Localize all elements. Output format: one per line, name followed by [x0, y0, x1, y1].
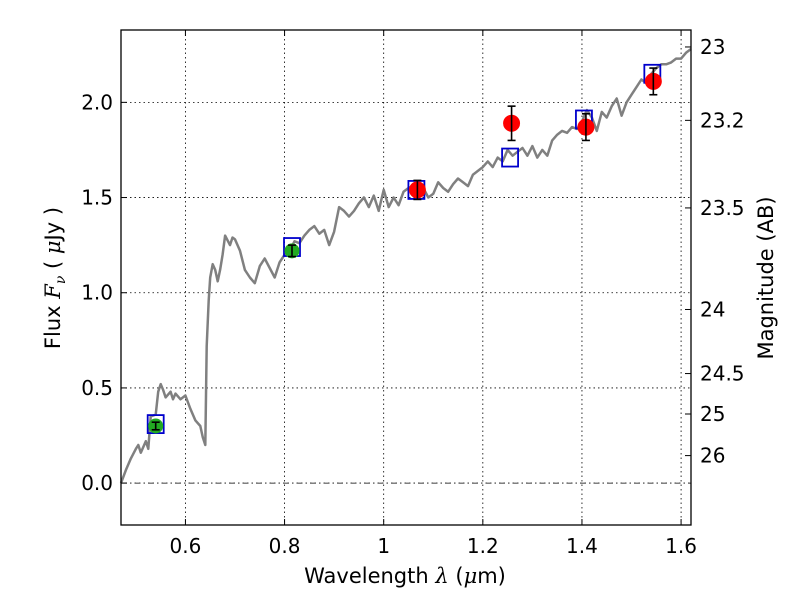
magnitude-tick-label: 24 [700, 297, 725, 321]
grid-lines [121, 30, 691, 525]
sed-curve-layer [119, 48, 692, 484]
x-axis-label-unit-mu: μ [464, 564, 478, 588]
axis-ticks: 0.6 0.8 1 1.2 1.4 1.6 0.0 0.5 1.0 1.5 2.0 23 23.2 23.… [81, 30, 745, 558]
observed-points-layer [148, 67, 662, 434]
magnitude-tick-label: 23.5 [700, 196, 745, 220]
x-axis-label-unit-rest: m) [477, 564, 506, 588]
y-axis-label-prefix: Flux [41, 305, 65, 349]
y-axis-label-unit-rest: Jy ) [41, 207, 65, 243]
x-axis-label-symbol: λ [434, 564, 448, 588]
y-axis-label-unit-open: ( [41, 254, 65, 276]
x-axis-label-prefix: Wavelength [304, 564, 429, 588]
y-axis-label: Flux Fν ( μJy ) [41, 207, 69, 349]
magnitude-tick-label: 26 [700, 444, 725, 468]
x-axis-label: Wavelength λ (μm) [304, 564, 506, 588]
magnitude-tick-label: 23.2 [700, 108, 745, 132]
y-tick-label: 1.5 [81, 186, 113, 210]
x-tick-label: 0.8 [269, 534, 301, 558]
magnitude-axis-label: Magnitude (AB) [754, 196, 778, 359]
y-axis-label-subscript: ν [53, 275, 69, 284]
y-axis-label-symbol: F [41, 283, 65, 300]
magnitude-tick-label: 23 [700, 35, 725, 59]
magnitude-tick-label: 25 [700, 402, 725, 426]
x-tick-label: 1.2 [467, 534, 499, 558]
x-tick-label: 0.6 [170, 534, 202, 558]
x-axis-label-unit-open: ( [449, 564, 464, 588]
y-tick-label: 0.0 [81, 471, 113, 495]
model-photometry-layer [146, 63, 662, 434]
magnitude-tick-label: 24.5 [700, 362, 745, 386]
plot-frame [120, 29, 692, 526]
sed-model-line [119, 48, 692, 484]
model-photometry-box [501, 147, 519, 168]
y-axis-label-unit-mu: μ [41, 240, 65, 254]
y-tick-label: 0.5 [81, 376, 113, 400]
x-tick-label: 1.6 [665, 534, 697, 558]
x-tick-label: 1 [377, 534, 390, 558]
y-tick-label: 1.0 [81, 281, 113, 305]
x-tick-label: 1.4 [566, 534, 598, 558]
y-tick-label: 2.0 [81, 90, 113, 114]
